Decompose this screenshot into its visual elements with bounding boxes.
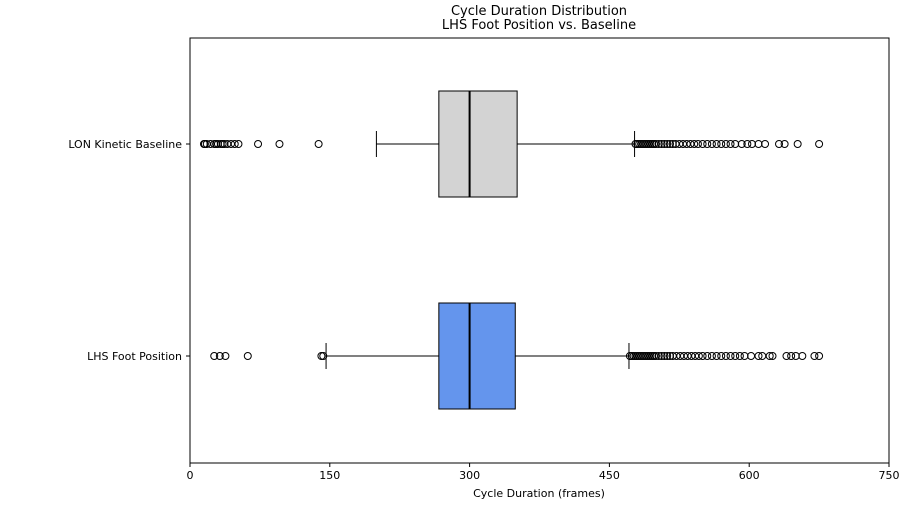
outlier-point — [712, 352, 721, 360]
outlier-point — [234, 140, 243, 148]
y-tick-label: LHS Foot Position — [87, 350, 182, 363]
outlier-point — [660, 140, 669, 148]
outlier-point — [747, 140, 756, 148]
outlier-point — [721, 352, 730, 360]
chart-title-line: Cycle Duration Distribution — [451, 4, 627, 19]
outlier-point — [743, 140, 752, 148]
chart-title-line: LHS Foot Position vs. Baseline — [442, 18, 636, 33]
outlier-point — [793, 140, 802, 148]
outlier-point — [735, 352, 744, 360]
outlier-point — [210, 352, 219, 360]
y-tick-label: LON Kinetic Baseline — [68, 138, 182, 151]
outlier-point — [665, 140, 674, 148]
outlier-point — [215, 352, 224, 360]
outlier-point — [740, 352, 749, 360]
outlier-point — [275, 140, 284, 148]
iqr-box — [438, 302, 516, 410]
outlier-point — [717, 140, 726, 148]
outlier-point — [815, 352, 824, 360]
outlier-point — [707, 140, 716, 148]
outlier-point — [314, 140, 323, 148]
outlier-point — [775, 140, 784, 148]
outlier-point — [768, 352, 777, 360]
outlier-point — [717, 352, 726, 360]
outlier-point — [726, 140, 735, 148]
outlier-point — [707, 352, 716, 360]
outlier-point — [761, 140, 770, 148]
outlier-point — [221, 352, 230, 360]
outlier-point — [652, 140, 660, 148]
outlier-point — [243, 352, 252, 360]
chart-title: Cycle Duration Distribution LHS Foot Posi… — [442, 4, 636, 33]
outlier-point — [712, 140, 721, 148]
outlier-point — [731, 140, 740, 148]
outlier-point — [663, 352, 672, 360]
outlier-point — [754, 352, 763, 360]
outlier-point — [721, 140, 730, 148]
x-axis: 0 150 300 450 600 750 — [187, 463, 900, 482]
plot-frame — [189, 37, 890, 464]
outlier-point — [737, 140, 746, 148]
outlier-point — [765, 352, 774, 360]
x-tick-label: 150 — [319, 469, 340, 482]
outlier-point — [693, 140, 702, 148]
outlier-point — [810, 352, 819, 360]
x-tick-label: 300 — [459, 469, 480, 482]
x-tick-label: 450 — [599, 469, 620, 482]
y-axis: LON Kinetic Baseline LHS Foot Position — [68, 138, 190, 363]
outlier-point — [694, 352, 703, 360]
outlier-point — [663, 140, 672, 148]
outlier-point — [690, 140, 699, 148]
iqr-box — [438, 90, 518, 198]
outlier-point — [780, 140, 789, 148]
outlier-point — [747, 352, 756, 360]
outlier-point — [652, 352, 660, 360]
box-group — [199, 90, 824, 198]
outlier-point — [703, 352, 712, 360]
outlier-point — [254, 140, 263, 148]
outlier-point — [731, 352, 740, 360]
outlier-point — [654, 140, 663, 148]
outlier-point — [657, 140, 666, 148]
outlier-point — [787, 352, 796, 360]
outlier-point — [815, 140, 824, 148]
outlier-point — [754, 140, 763, 148]
x-tick-label: 0 — [187, 469, 194, 482]
outlier-point — [657, 352, 666, 360]
outlier-point — [660, 352, 669, 360]
outlier-point — [319, 352, 328, 360]
outlier-point — [703, 140, 712, 148]
outlier-point — [698, 140, 707, 148]
box-group — [210, 302, 824, 410]
outlier-point — [782, 352, 791, 360]
x-tick-label: 750 — [879, 469, 900, 482]
outlier-point — [726, 352, 735, 360]
outlier-point — [230, 140, 239, 148]
outlier-point — [698, 352, 707, 360]
x-axis-label: Cycle Duration (frames) — [473, 487, 605, 500]
x-tick-label: 600 — [739, 469, 760, 482]
outlier-point — [654, 352, 663, 360]
plot-area — [199, 90, 824, 410]
outlier-point — [798, 352, 807, 360]
outlier-point — [791, 352, 800, 360]
